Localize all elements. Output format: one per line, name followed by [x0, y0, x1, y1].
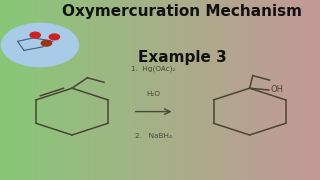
Circle shape — [2, 23, 78, 67]
Text: 2.   NaBH₄: 2. NaBH₄ — [135, 133, 172, 139]
Text: Example 3: Example 3 — [138, 50, 227, 65]
Circle shape — [41, 40, 52, 46]
Text: Oxymercuration Mechanism: Oxymercuration Mechanism — [62, 4, 302, 19]
Circle shape — [30, 32, 40, 38]
Text: OH: OH — [270, 86, 283, 94]
Text: H₂O: H₂O — [147, 91, 161, 97]
Text: 1.  Hg(OAc)₂: 1. Hg(OAc)₂ — [132, 66, 176, 72]
Circle shape — [49, 34, 60, 40]
